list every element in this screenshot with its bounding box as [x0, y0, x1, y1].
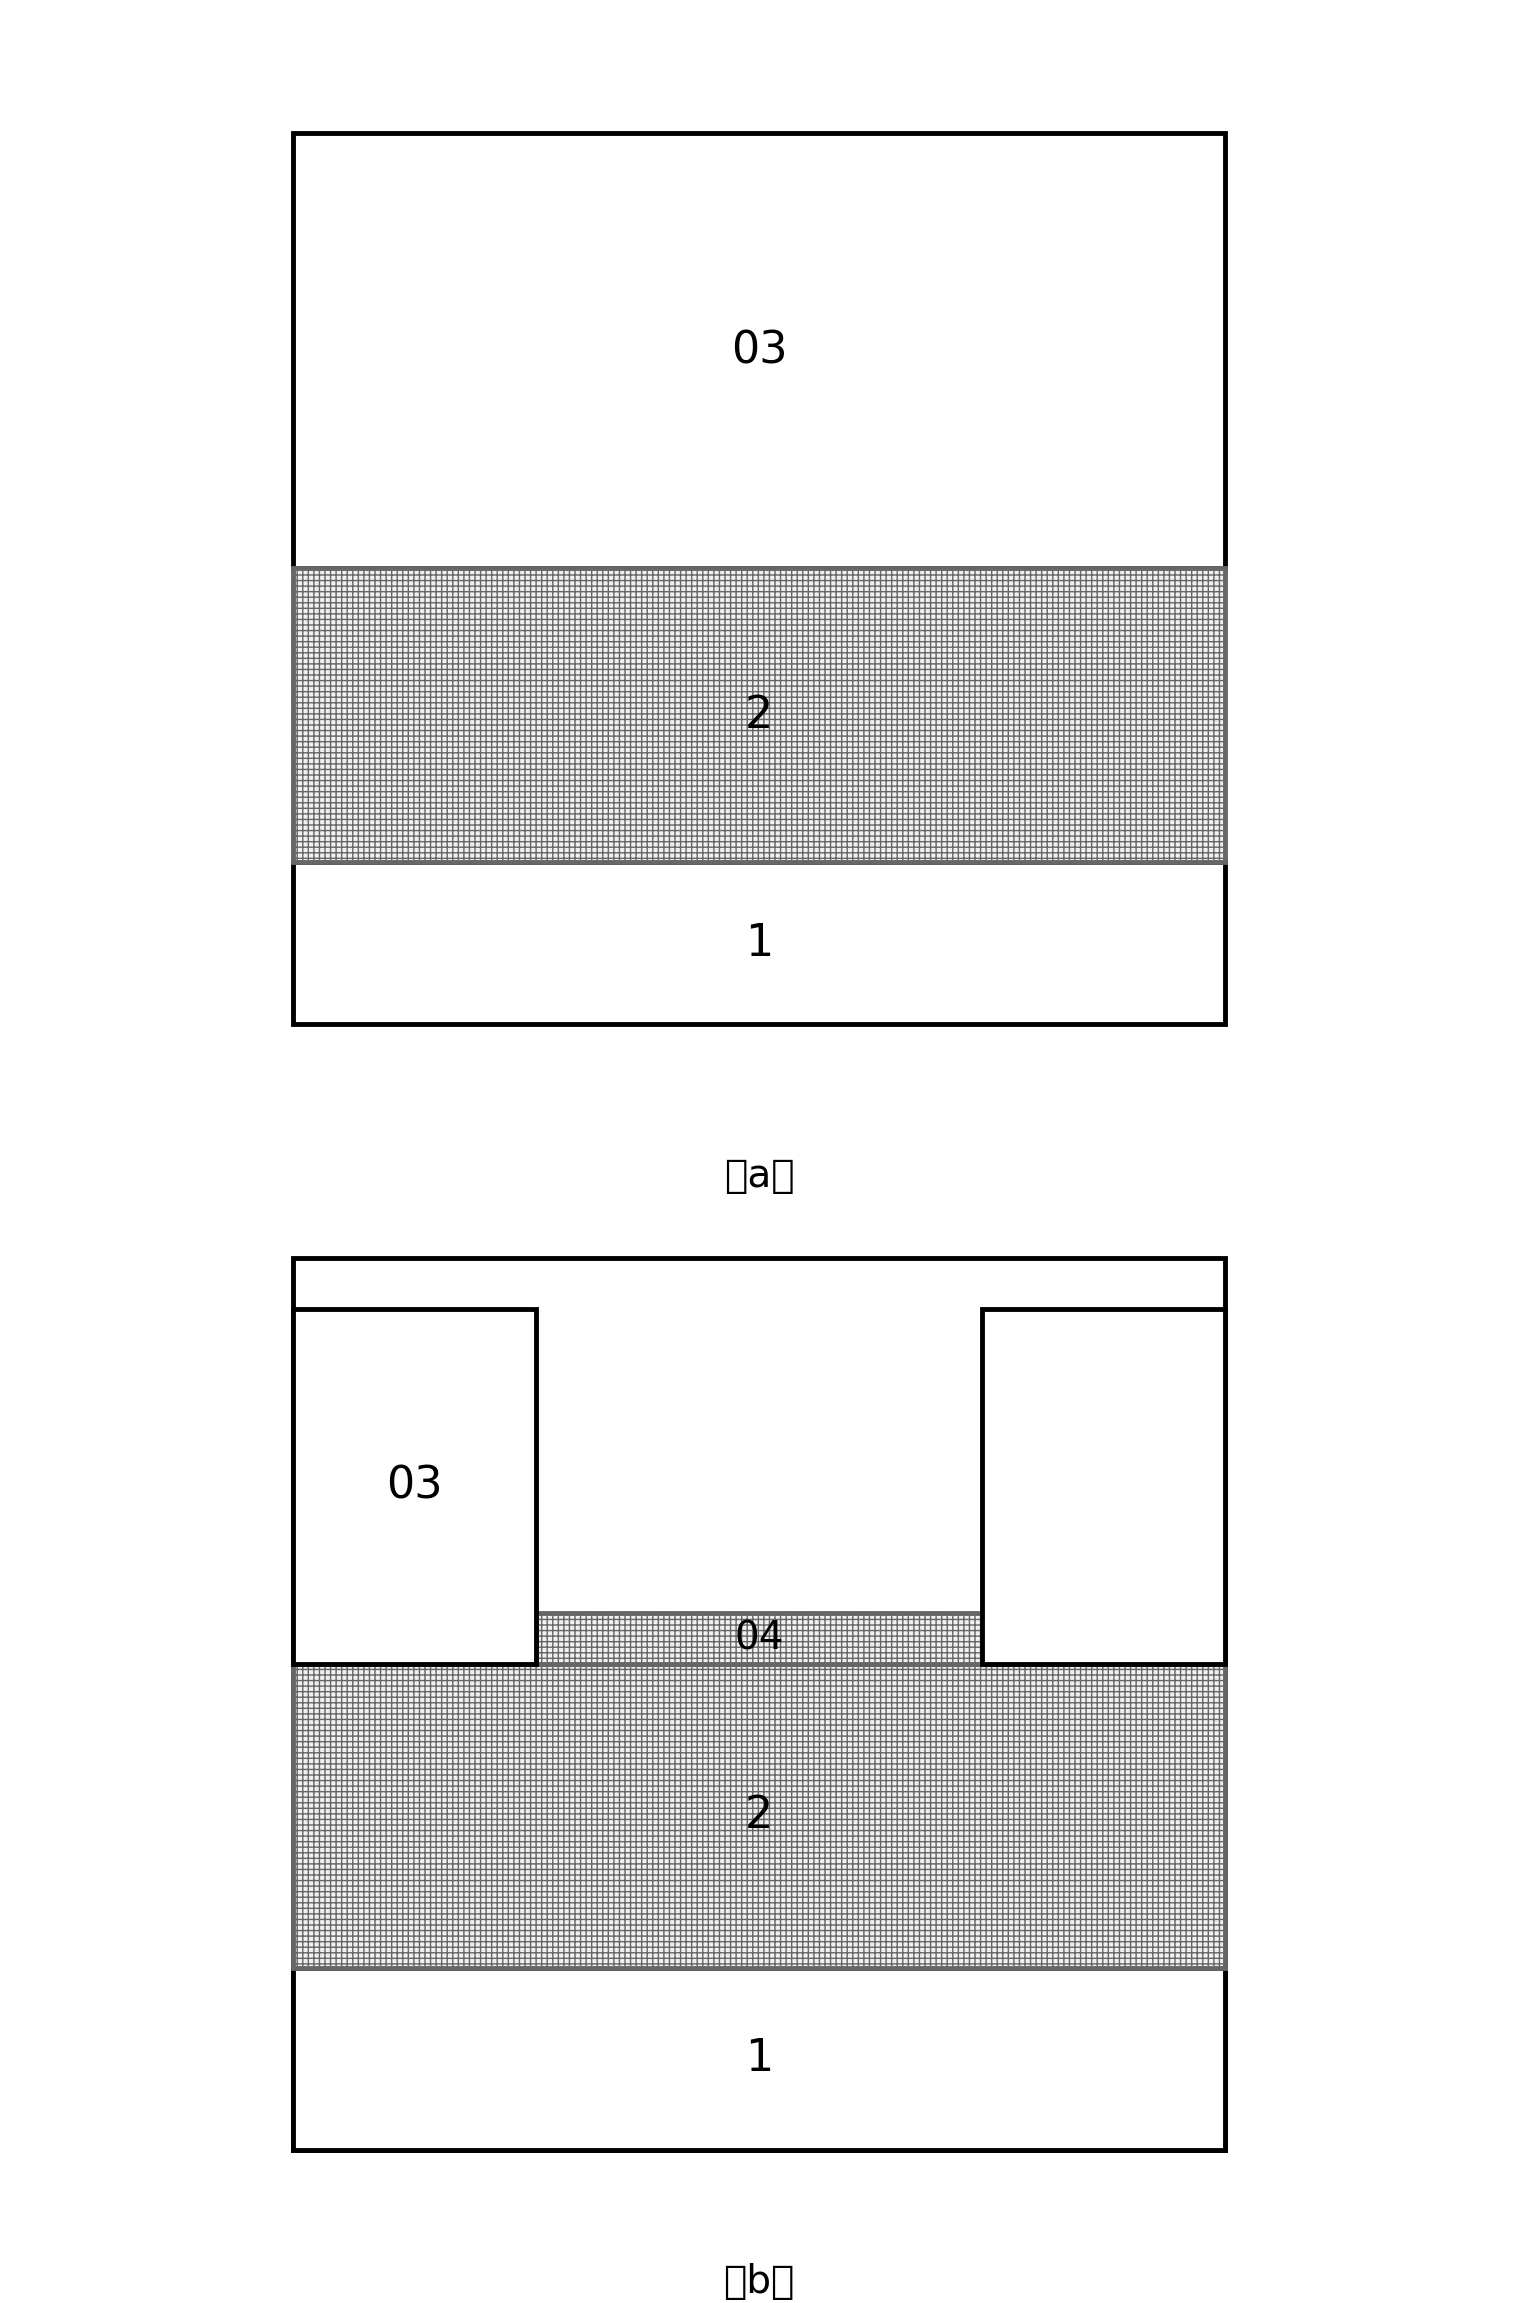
- Text: 04: 04: [735, 1619, 783, 1658]
- Bar: [293, 1257, 1225, 2151]
- Bar: [293, 1663, 1225, 1967]
- Text: 2: 2: [745, 693, 773, 737]
- Text: （a）: （a）: [724, 1158, 794, 1195]
- Bar: [293, 1308, 536, 1663]
- Bar: [293, 861, 1225, 1025]
- Text: （b）: （b）: [723, 2264, 795, 2301]
- Text: 03: 03: [730, 329, 788, 373]
- Bar: [536, 1612, 982, 1663]
- Text: 1: 1: [745, 2038, 773, 2080]
- Bar: [293, 134, 1225, 569]
- Text: 1: 1: [745, 921, 773, 965]
- Text: 03: 03: [386, 1465, 443, 1508]
- Bar: [293, 1967, 1225, 2151]
- Text: 2: 2: [745, 1794, 773, 1838]
- Bar: [982, 1308, 1225, 1663]
- Bar: [293, 569, 1225, 861]
